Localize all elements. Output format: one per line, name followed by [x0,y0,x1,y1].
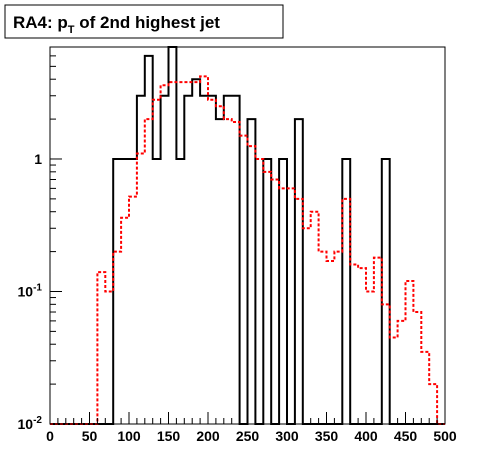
x-tick-label: 500 [433,428,457,444]
x-tick-label: 100 [117,428,141,444]
title-subscript: T [68,24,75,36]
y-tick-label: 1 [34,151,42,167]
title-box [4,4,284,39]
y-tick-label: 10-1 [18,282,43,299]
x-tick-label: 150 [157,428,181,444]
x-tick-label: 50 [82,428,98,444]
x-tick-label: 250 [236,428,260,444]
y-tick-label: 10-2 [18,415,43,432]
title-rest: of 2nd highest jet [75,13,221,32]
x-tick-label: 400 [354,428,378,444]
chart-title: RA4: pT of 2nd highest jet [13,13,220,36]
series-1-line [50,75,445,425]
x-tick-label: 350 [315,428,339,444]
title-main: RA4: p [13,13,68,32]
x-tick-label: 200 [196,428,220,444]
x-tick-label: 300 [275,428,299,444]
x-tick-label: 0 [46,428,54,444]
axis-layer: 0 50 100 150 200 250 300 350 400 450 500 10-2 10-1 1 [18,46,457,444]
x-tick-label: 450 [394,428,418,444]
